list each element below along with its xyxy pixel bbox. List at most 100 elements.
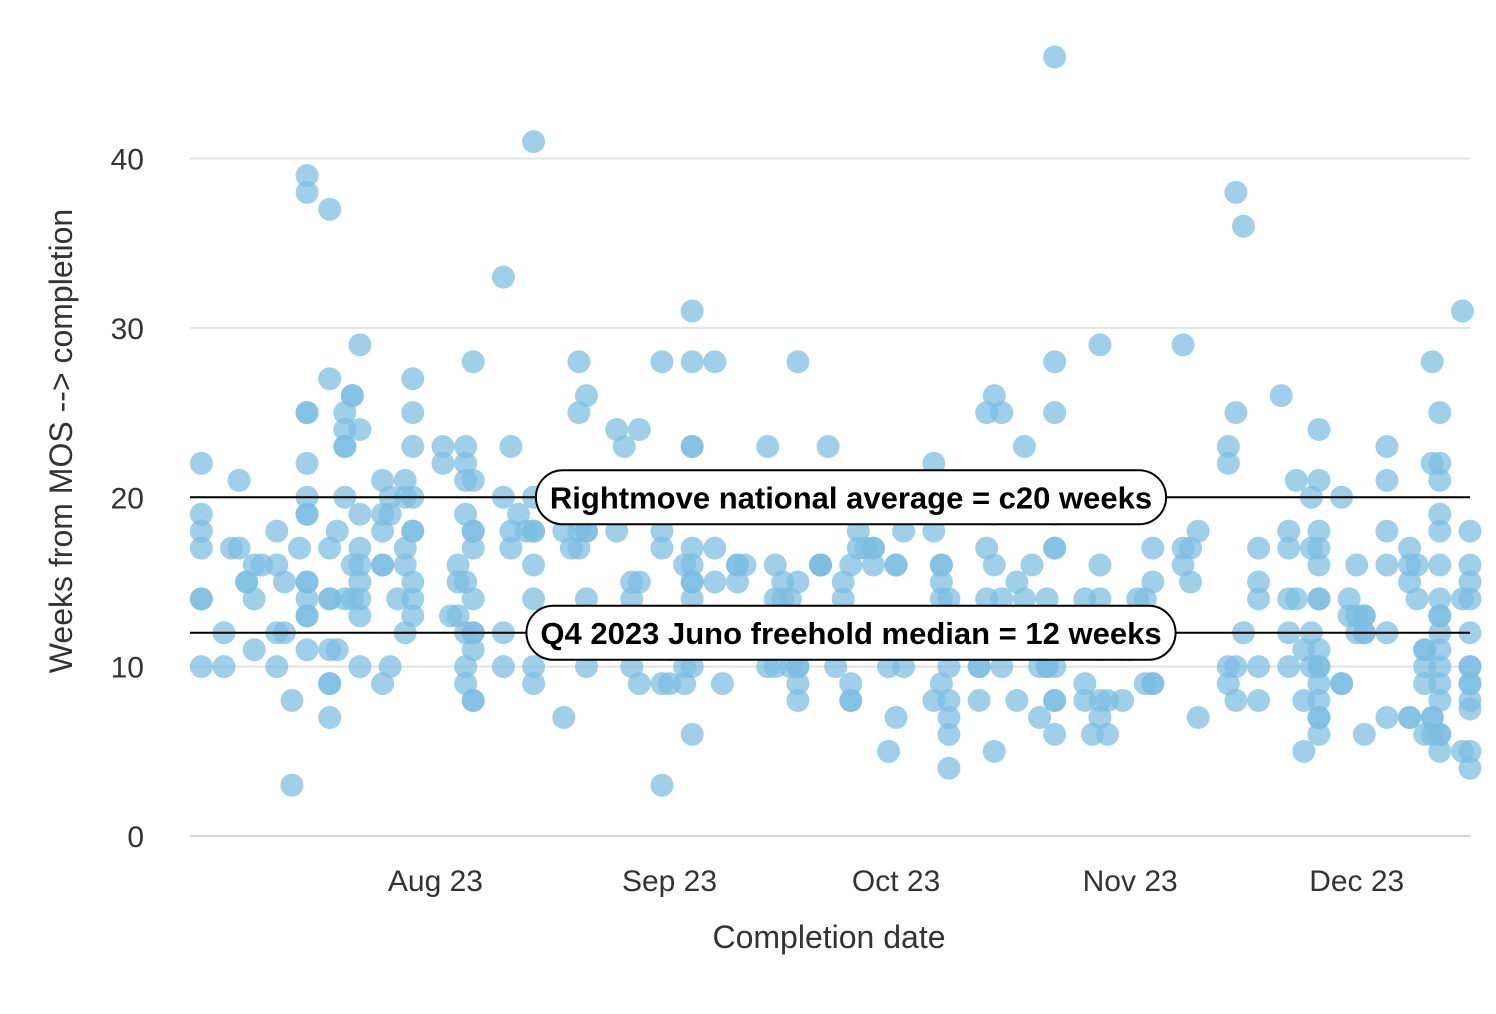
data-point [295, 587, 319, 611]
data-point [295, 502, 319, 526]
data-point [1307, 519, 1331, 543]
data-point [650, 773, 674, 797]
data-point [522, 672, 546, 696]
data-point [401, 587, 425, 611]
data-point [189, 502, 213, 526]
data-point [877, 739, 901, 763]
data-point [937, 655, 961, 679]
data-point [680, 655, 704, 679]
data-point [1043, 401, 1067, 425]
data-point [325, 519, 349, 543]
data-point [1375, 553, 1399, 577]
data-point [1012, 434, 1036, 458]
data-point [839, 689, 863, 713]
reference-lines: Rightmove national average = c20 weeks Q4… [190, 469, 1470, 661]
data-point [680, 299, 704, 323]
y-tick-label: 30 [111, 313, 144, 346]
data-point [1088, 333, 1112, 357]
data-point [189, 536, 213, 560]
data-point [378, 655, 402, 679]
data-point [1186, 705, 1210, 729]
data-point [242, 587, 266, 611]
data-point [786, 570, 810, 594]
data-point [1247, 570, 1271, 594]
data-point [567, 350, 591, 374]
data-point [1088, 587, 1112, 611]
data-point [295, 604, 319, 628]
data-point [189, 519, 213, 543]
data-point [1375, 434, 1399, 458]
data-point [1428, 739, 1452, 763]
data-point [1277, 519, 1301, 543]
data-point [265, 519, 289, 543]
data-point [786, 350, 810, 374]
data-point [1231, 214, 1255, 238]
data-point [937, 756, 961, 780]
data-point [612, 434, 636, 458]
data-point [212, 655, 236, 679]
data-point [552, 705, 576, 729]
data-point [574, 655, 598, 679]
data-point [680, 350, 704, 374]
data-point [348, 604, 372, 628]
data-point [1073, 672, 1097, 696]
data-point [1375, 468, 1399, 492]
data-point [1277, 536, 1301, 560]
data-point [1043, 722, 1067, 746]
data-point [1307, 672, 1331, 696]
data-point [1458, 553, 1482, 577]
data-point [839, 672, 863, 696]
data-point [1450, 299, 1474, 323]
x-tick-label: Oct 23 [852, 865, 940, 898]
data-point [1307, 468, 1331, 492]
data-point [378, 502, 402, 526]
data-point [1179, 570, 1203, 594]
data-point [1307, 705, 1331, 729]
data-point [680, 587, 704, 611]
data-point [265, 655, 289, 679]
data-point [189, 655, 213, 679]
data-point [1307, 655, 1331, 679]
data-point [1043, 350, 1067, 374]
data-point [461, 638, 485, 662]
data-point [461, 689, 485, 713]
reference-label: Rightmove national average = c20 weeks [534, 469, 1168, 526]
x-tick-label: Sep 23 [622, 865, 717, 898]
data-point [280, 773, 304, 797]
data-point [1224, 655, 1248, 679]
data-point [1428, 451, 1452, 475]
data-point [325, 638, 349, 662]
data-point [710, 672, 734, 696]
data-point [295, 570, 319, 594]
data-point [401, 401, 425, 425]
data-point [189, 587, 213, 611]
data-point [816, 434, 840, 458]
reference-label-text: Q4 2023 Juno freehold median = 12 weeks [540, 616, 1161, 651]
data-point [680, 434, 704, 458]
data-point [227, 468, 251, 492]
data-point [1186, 519, 1210, 543]
y-axis-title: Weeks from MOS --> completion [43, 209, 79, 673]
data-point [1216, 451, 1240, 475]
data-point [401, 519, 425, 543]
data-point [1141, 672, 1165, 696]
data-point [1292, 739, 1316, 763]
data-point [967, 655, 991, 679]
data-point [431, 434, 455, 458]
y-tick-label: 0 [127, 821, 144, 854]
data-point [967, 689, 991, 713]
data-point [786, 689, 810, 713]
data-point [1428, 468, 1452, 492]
data-point [1405, 587, 1429, 611]
data-point [1043, 536, 1067, 560]
data-point [522, 655, 546, 679]
data-point [1247, 587, 1271, 611]
data-point [786, 655, 810, 679]
data-point [703, 350, 727, 374]
y-tick-label: 10 [111, 652, 144, 685]
data-point [522, 553, 546, 577]
data-point [287, 536, 311, 560]
data-point [1352, 604, 1376, 628]
data-point [1035, 587, 1059, 611]
